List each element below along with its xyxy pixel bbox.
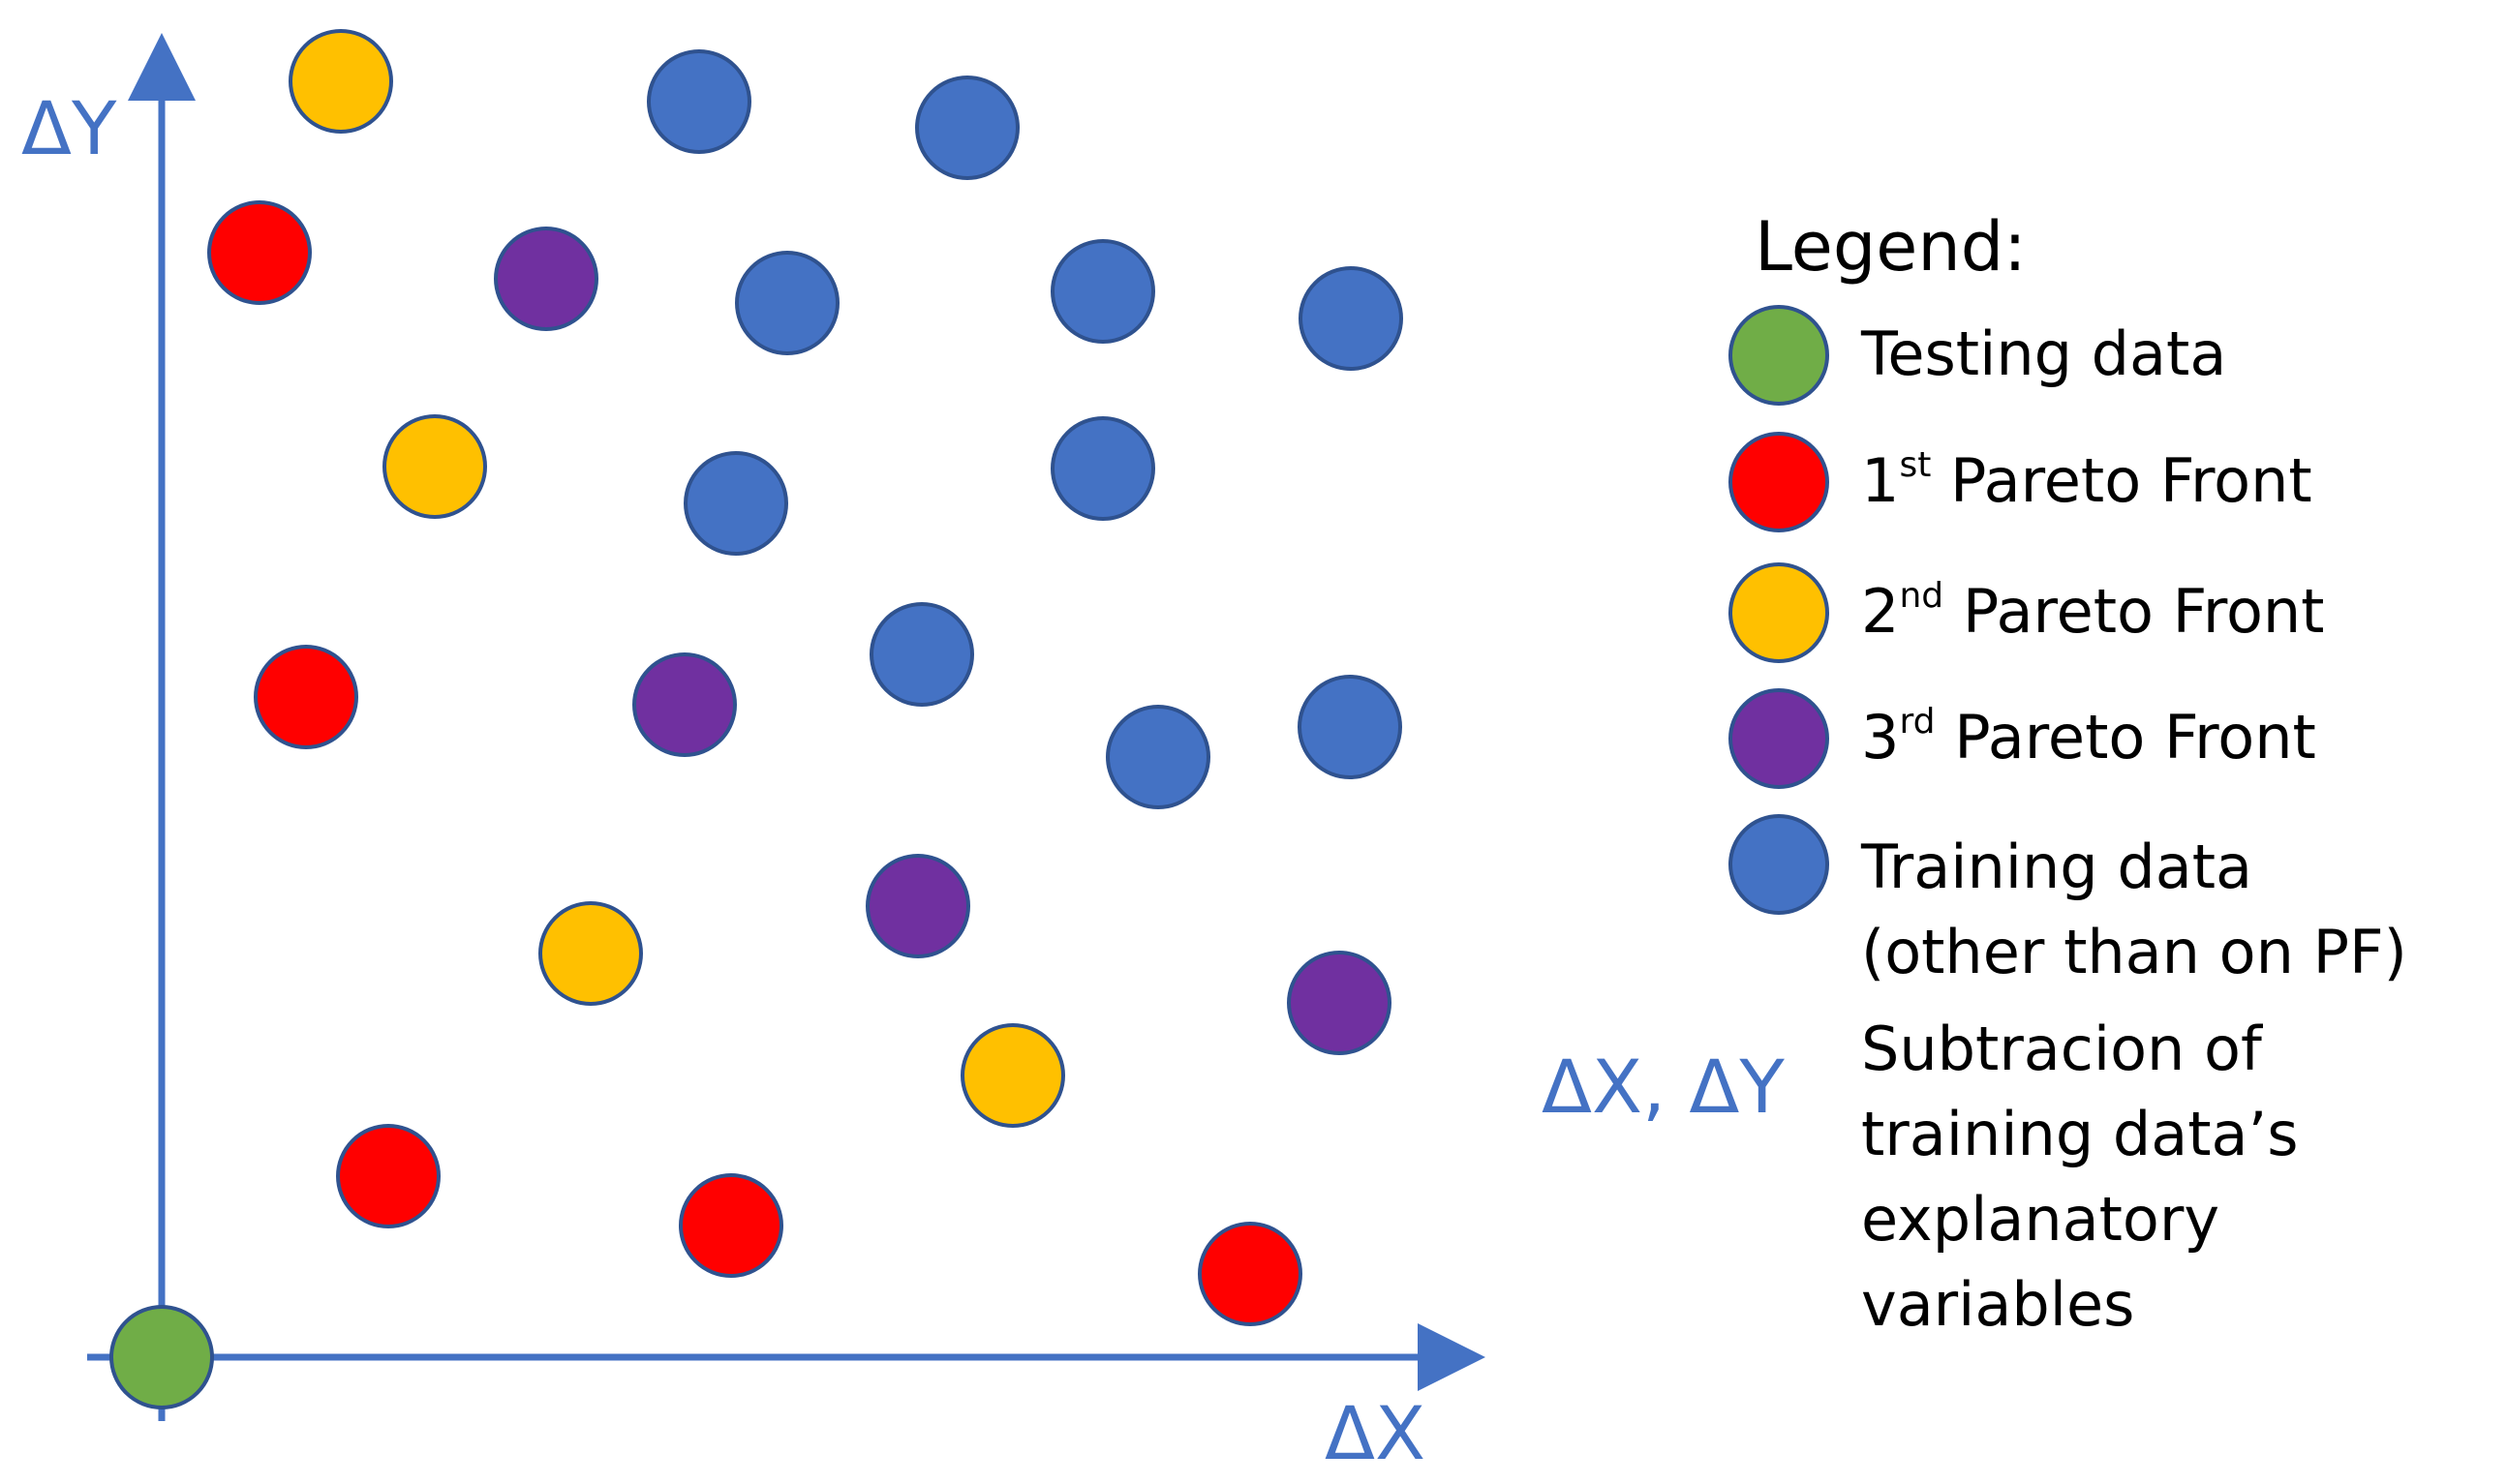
legend-swatch-training bbox=[1728, 814, 1829, 915]
point-pf2-7 bbox=[382, 414, 487, 519]
point-testing-0 bbox=[109, 1305, 214, 1409]
legend-item-pf3: 3rd Pareto Front bbox=[1728, 685, 2484, 792]
point-pf3-13 bbox=[1287, 951, 1391, 1055]
point-pf1-2 bbox=[254, 645, 358, 749]
legend-swatch-testing bbox=[1728, 305, 1829, 406]
point-pf2-8 bbox=[538, 901, 643, 1006]
legend-label-pf3: 3rd Pareto Front bbox=[1861, 702, 2316, 772]
point-pf1-5 bbox=[1198, 1222, 1302, 1326]
legend-label-testing: Testing data bbox=[1861, 318, 2227, 389]
legend-label-pf1: 1st Pareto Front bbox=[1861, 445, 2312, 516]
point-pf2-9 bbox=[961, 1023, 1065, 1128]
point-pf1-4 bbox=[679, 1173, 783, 1278]
point-training-16 bbox=[735, 251, 840, 355]
point-training-23 bbox=[1298, 675, 1402, 779]
legend-item-pf2: 2nd Pareto Front bbox=[1728, 560, 2484, 666]
x-axis-label: ΔX bbox=[1325, 1390, 1426, 1476]
delta-symbol-note: ΔX, ΔY bbox=[1542, 1044, 1785, 1130]
point-training-17 bbox=[1051, 239, 1155, 344]
legend-swatch-pf2 bbox=[1728, 562, 1829, 663]
legend-swatch-pf3 bbox=[1728, 688, 1829, 789]
point-training-15 bbox=[915, 76, 1020, 180]
legend-item-testing: Testing data bbox=[1728, 302, 2484, 409]
point-pf3-10 bbox=[494, 227, 598, 331]
legend-item-pf1: 1st Pareto Front bbox=[1728, 429, 2484, 535]
point-pf1-1 bbox=[207, 200, 312, 305]
delta-definition-text: Subtracion of training data’s explanator… bbox=[1861, 1014, 2299, 1340]
point-pf3-11 bbox=[632, 652, 737, 757]
legend-title: Legend: bbox=[1755, 207, 2027, 287]
point-pf1-3 bbox=[336, 1124, 441, 1228]
y-axis-label: ΔY bbox=[21, 85, 117, 171]
data-points bbox=[109, 29, 1403, 1409]
point-training-18 bbox=[1299, 266, 1403, 371]
point-training-21 bbox=[870, 602, 974, 707]
point-training-22 bbox=[1106, 705, 1210, 809]
point-pf3-12 bbox=[866, 854, 970, 958]
legend-label-pf2: 2nd Pareto Front bbox=[1861, 576, 2325, 647]
legend-item-training: Training data (other than on PF) bbox=[1728, 811, 2484, 995]
legend-label-training: Training data (other than on PF) bbox=[1861, 832, 2407, 987]
point-training-19 bbox=[684, 451, 788, 556]
point-training-20 bbox=[1051, 416, 1155, 521]
point-pf2-6 bbox=[289, 29, 393, 134]
legend-swatch-pf1 bbox=[1728, 432, 1829, 532]
point-training-14 bbox=[647, 49, 751, 154]
